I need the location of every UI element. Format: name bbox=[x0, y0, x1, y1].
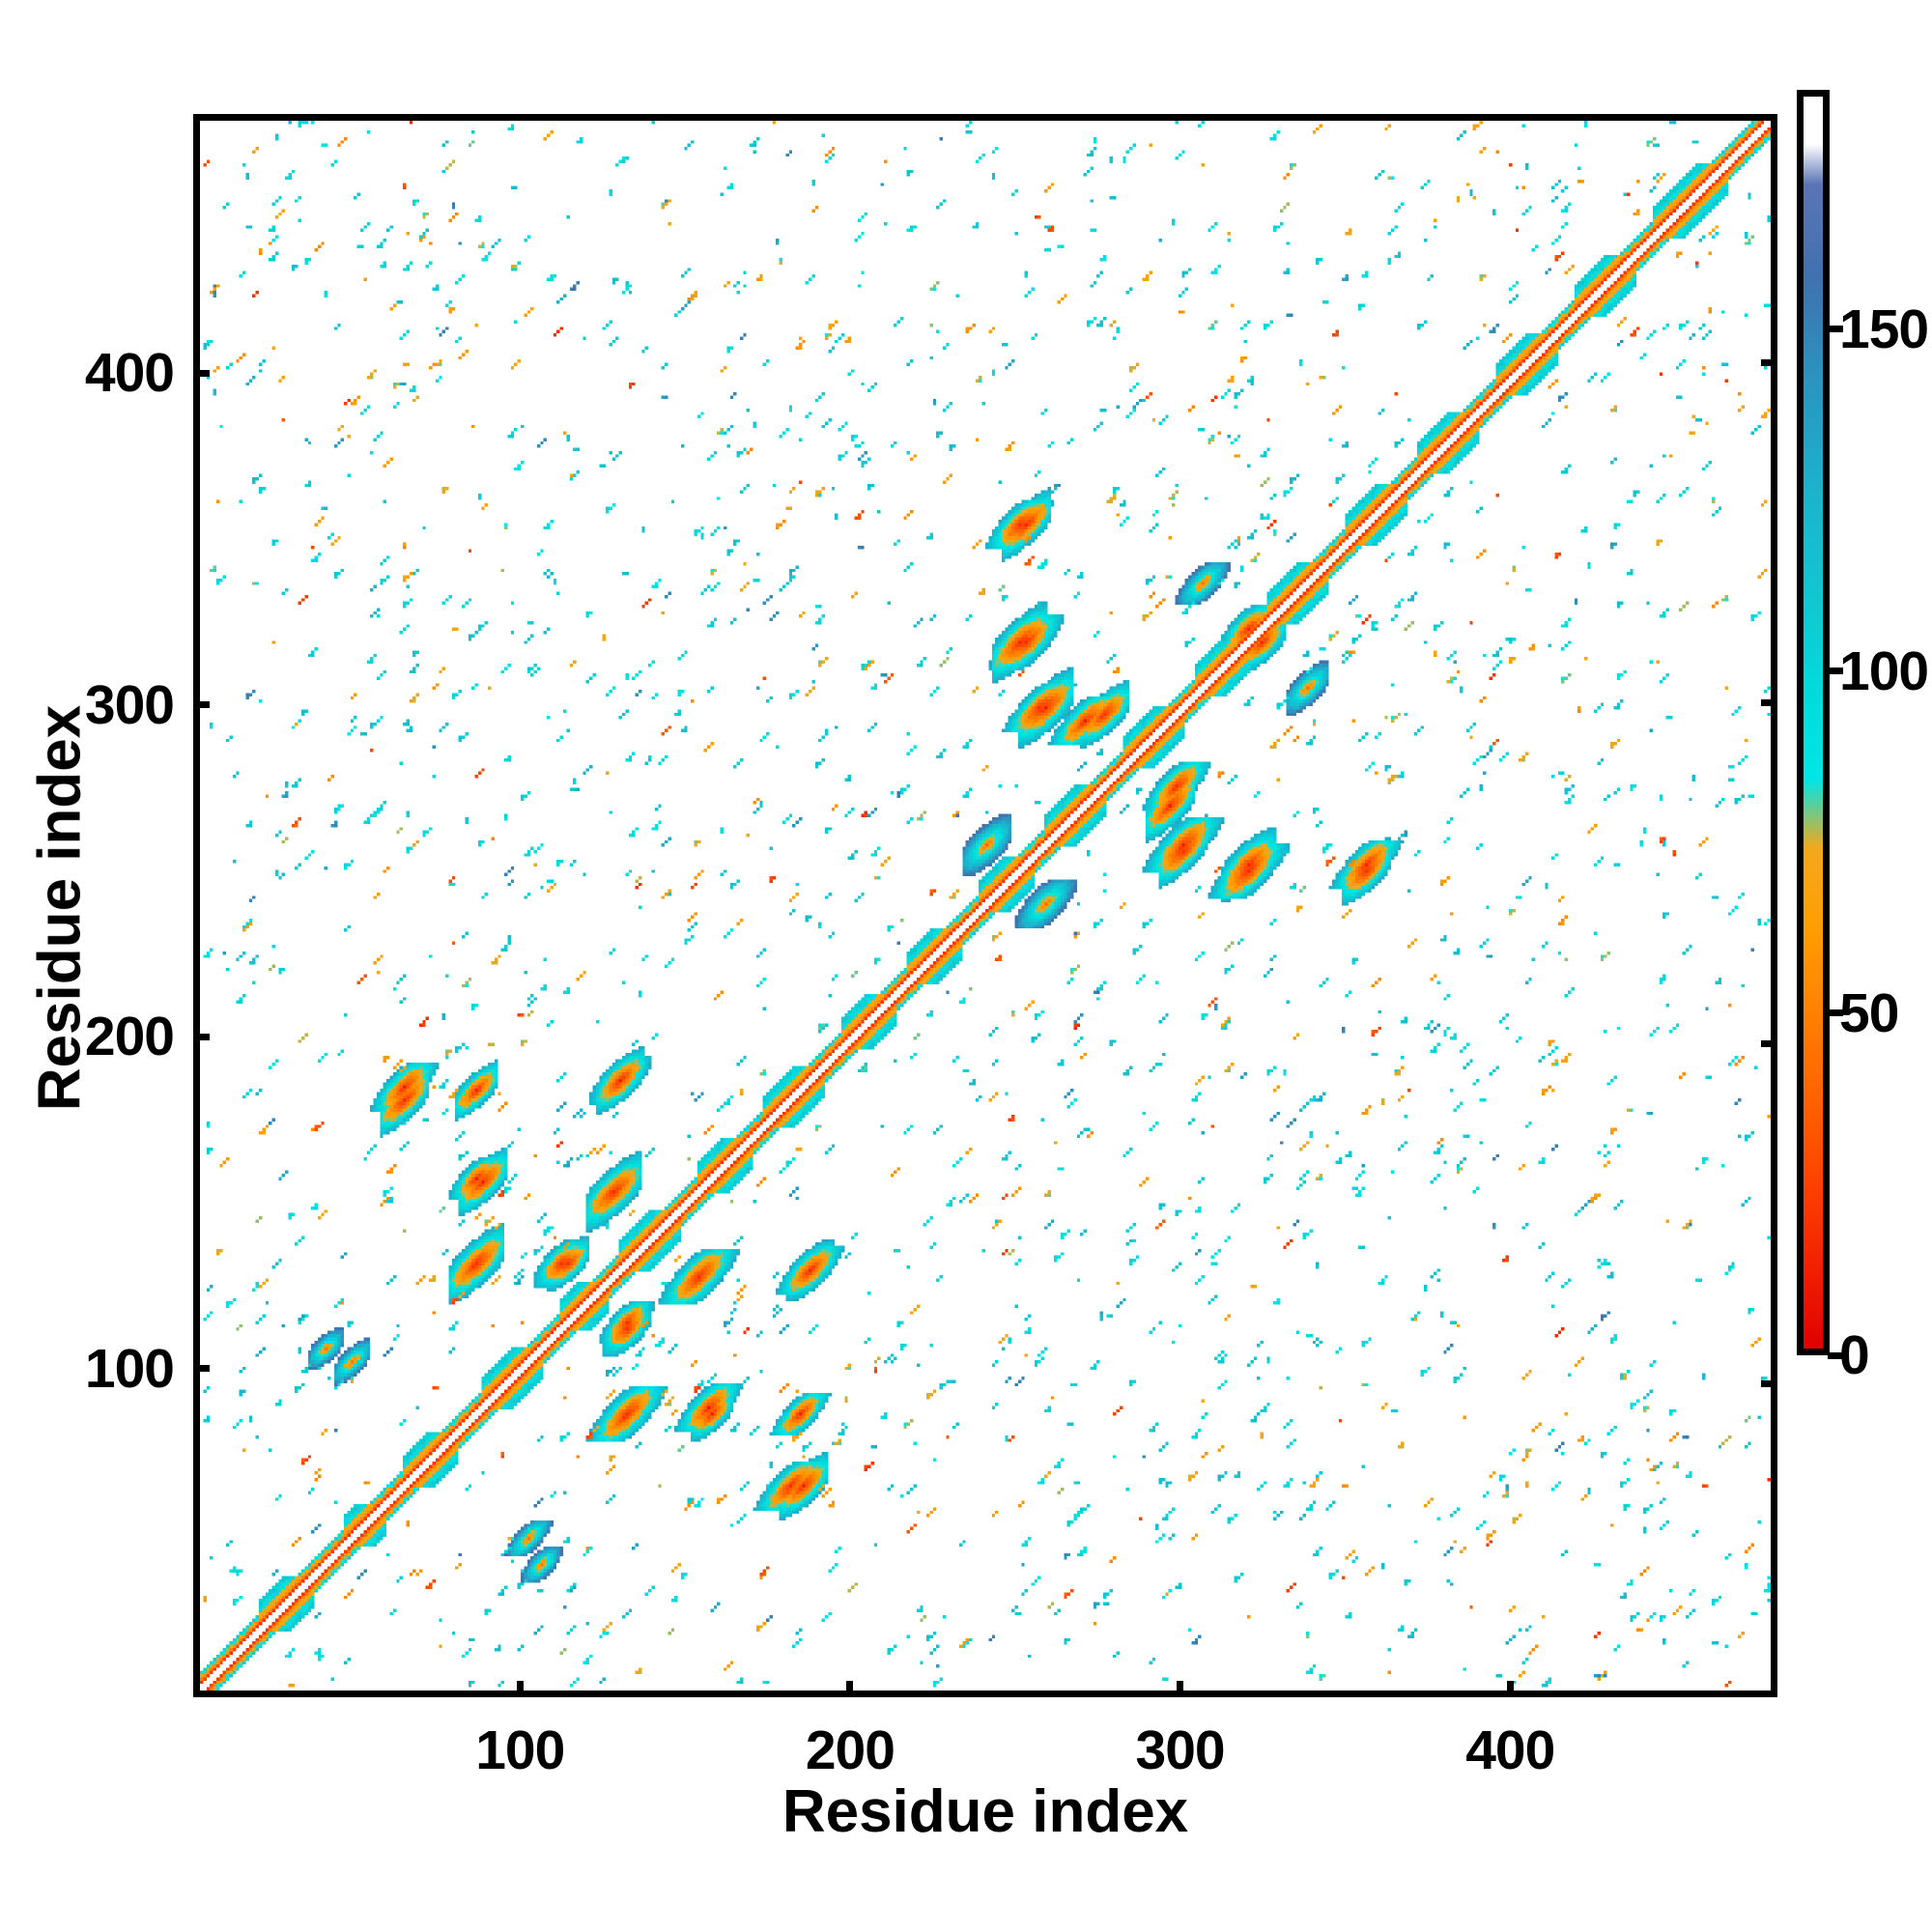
right-spine-minor-tick-1 bbox=[1761, 699, 1777, 707]
colorbar-tick-100 bbox=[1828, 668, 1843, 675]
y-tick-label-300: 300 bbox=[84, 673, 175, 736]
x-tick-label-400: 400 bbox=[1465, 1719, 1555, 1781]
right-spine-minor-tick-0 bbox=[1761, 359, 1777, 367]
right-spine-minor-tick-3 bbox=[1761, 1380, 1777, 1388]
heatmap-matrix[interactable] bbox=[200, 121, 1771, 1690]
y-tick-label-100: 100 bbox=[84, 1337, 175, 1400]
colorbar-label-50: 50 bbox=[1839, 981, 1899, 1044]
x-tick-200 bbox=[846, 1681, 854, 1697]
plot-area[interactable] bbox=[193, 114, 1777, 1697]
y-tick-400 bbox=[193, 369, 210, 377]
colorbar-label-150: 150 bbox=[1839, 298, 1929, 360]
colorbar-tick-150 bbox=[1828, 326, 1843, 333]
x-tick-400 bbox=[1506, 1681, 1514, 1697]
colorbar-gradient bbox=[1804, 97, 1823, 1349]
x-tick-label-100: 100 bbox=[475, 1719, 565, 1781]
x-tick-300 bbox=[1177, 1681, 1184, 1697]
colorbar[interactable]: 0 50 100 150 bbox=[1797, 90, 1929, 1386]
colorbar-frame bbox=[1797, 90, 1830, 1355]
x-tick-label-300: 300 bbox=[1135, 1719, 1226, 1781]
x-tick-100 bbox=[516, 1681, 524, 1697]
x-axis-title: Residue index bbox=[781, 1778, 1189, 1845]
right-spine-minor-tick-2 bbox=[1761, 1039, 1777, 1047]
y-tick-200 bbox=[193, 1033, 210, 1040]
y-tick-label-200: 200 bbox=[84, 1006, 175, 1068]
x-tick-label-200: 200 bbox=[805, 1719, 895, 1781]
y-tick-300 bbox=[193, 701, 210, 709]
y-tick-label-400: 400 bbox=[84, 342, 175, 404]
colorbar-label-0: 0 bbox=[1839, 1324, 1870, 1386]
y-tick-100 bbox=[193, 1365, 210, 1373]
colorbar-label-100: 100 bbox=[1839, 639, 1929, 702]
y-axis-title: Residue index bbox=[26, 704, 94, 1112]
colorbar-tick-0 bbox=[1828, 1351, 1843, 1359]
colorbar-tick-50 bbox=[1828, 1009, 1843, 1017]
